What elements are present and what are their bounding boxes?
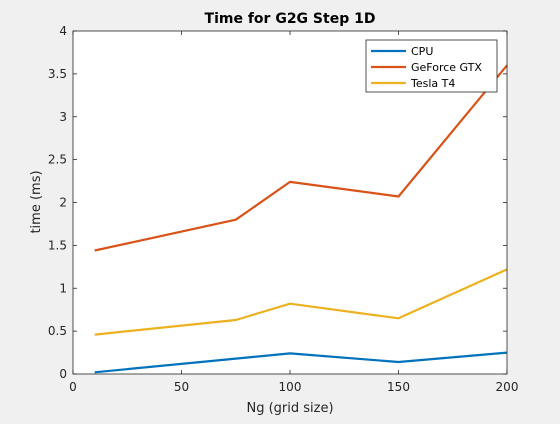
x-tick-label: 100 bbox=[279, 380, 302, 394]
y-tick-label: 2.5 bbox=[48, 153, 67, 167]
x-tick-label: 50 bbox=[174, 380, 189, 394]
y-tick-label: 1.5 bbox=[48, 238, 67, 252]
y-tick-label: 0 bbox=[59, 367, 67, 381]
y-axis-label: time (ms) bbox=[29, 170, 44, 233]
y-tick-label: 4 bbox=[59, 24, 67, 38]
legend-label: Tesla T4 bbox=[410, 77, 455, 90]
y-tick-label: 3 bbox=[59, 110, 67, 124]
x-tick-label: 200 bbox=[496, 380, 519, 394]
y-tick-label: 2 bbox=[59, 196, 67, 210]
y-tick-label: 1 bbox=[59, 281, 67, 295]
x-tick-label: 0 bbox=[69, 380, 77, 394]
x-tick-label: 150 bbox=[387, 380, 410, 394]
legend: CPU GeForce GTX Tesla T4 bbox=[366, 40, 497, 92]
legend-label: GeForce GTX bbox=[411, 61, 482, 74]
chart-title: Time for G2G Step 1D bbox=[205, 11, 376, 27]
legend-label: CPU bbox=[411, 45, 433, 58]
y-tick-label: 3.5 bbox=[48, 67, 67, 81]
x-axis-label: Ng (grid size) bbox=[246, 401, 333, 416]
y-tick-label: 0.5 bbox=[48, 324, 67, 338]
